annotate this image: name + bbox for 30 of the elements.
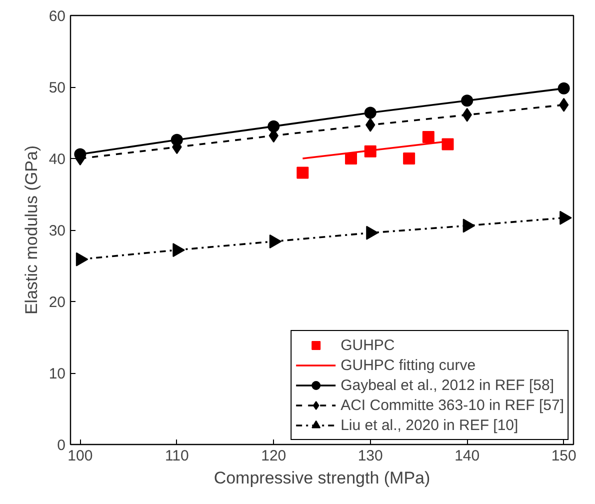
point [461, 94, 474, 107]
x-tick-label: 130 [358, 448, 383, 464]
point [558, 98, 569, 112]
point [345, 152, 358, 164]
point [558, 82, 570, 94]
y-tick-label: 30 [48, 222, 66, 240]
y-axis-title: Elastic modulus (GPa) [22, 145, 41, 315]
y-tick-label: 0 [57, 437, 66, 454]
point [268, 120, 280, 132]
y-tick-label: 20 [48, 294, 66, 311]
point [403, 152, 416, 164]
y-tick-label: 50 [48, 80, 66, 96]
x-tick-label: 100 [68, 448, 93, 464]
legend-label: Liu et al., 2020 in REF [10] [340, 416, 518, 434]
x-tick-label: 150 [551, 448, 576, 464]
x-tick-label: 120 [261, 448, 286, 464]
point [422, 131, 434, 144]
legend-label: Gaybeal et al., 2012 in REF [58] [340, 376, 554, 394]
y-tick-label: 60 [48, 8, 66, 25]
point [442, 138, 454, 150]
legend-label: GUHPC fitting curve [340, 356, 476, 374]
x-tick-label: 110 [164, 448, 189, 464]
legend-label: ACI Committe 363-10 in REF [57] [340, 396, 564, 414]
y-tick-label: 40 [48, 151, 66, 168]
point [364, 106, 376, 119]
point [296, 166, 309, 179]
x-axis-title: Compressive strength (MPa) [214, 468, 430, 488]
y-tick-label: 10 [48, 366, 66, 382]
x-tick-label: 140 [454, 448, 480, 464]
legend-label: GUHPC [340, 336, 395, 354]
